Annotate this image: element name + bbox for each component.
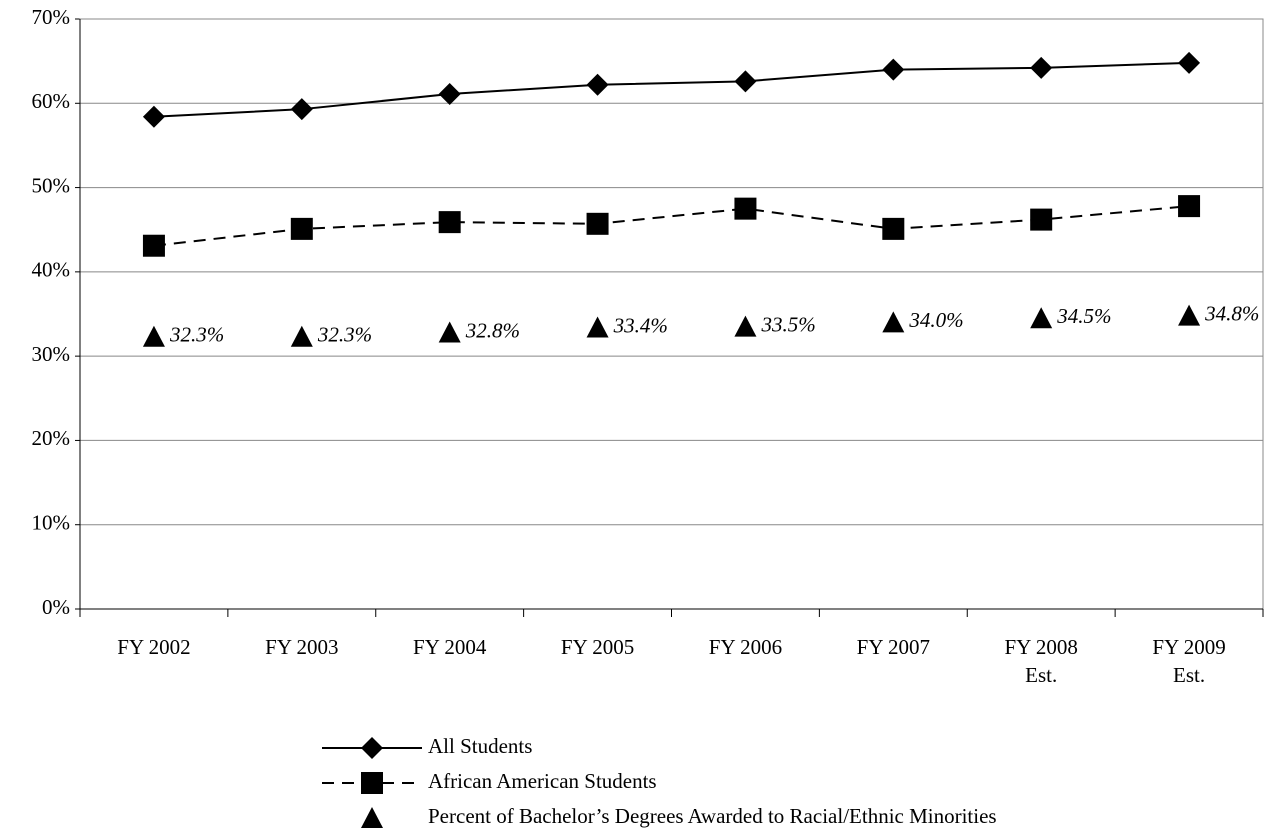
data-point bbox=[882, 58, 905, 81]
y-tick-label: 0% bbox=[42, 595, 70, 619]
data-point bbox=[882, 311, 905, 333]
data-point bbox=[438, 211, 461, 234]
legend-label: Percent of Bachelor’s Degrees Awarded to… bbox=[428, 804, 997, 828]
data-point bbox=[586, 316, 609, 338]
legend-marker bbox=[361, 807, 383, 828]
data-label: 32.3% bbox=[317, 323, 372, 347]
data-point bbox=[290, 217, 313, 240]
data-point bbox=[734, 70, 757, 93]
data-point bbox=[734, 197, 757, 220]
y-tick-label: 70% bbox=[32, 5, 71, 29]
x-tick-label: FY 2003 bbox=[265, 635, 339, 659]
series-line bbox=[153, 61, 1190, 118]
series-line bbox=[153, 205, 1190, 247]
data-point bbox=[1030, 307, 1053, 329]
legend-marker bbox=[361, 772, 383, 794]
x-tick-label: FY 2009 Est. bbox=[1152, 635, 1226, 687]
data-label: 33.4% bbox=[613, 313, 668, 337]
data-label: 34.5% bbox=[1056, 304, 1111, 328]
data-point bbox=[142, 234, 165, 257]
data-point bbox=[586, 73, 609, 96]
y-tick-label: 10% bbox=[32, 511, 71, 535]
y-tick-label: 30% bbox=[32, 342, 71, 366]
data-point bbox=[290, 325, 313, 347]
x-tick-label: FY 2007 bbox=[856, 635, 930, 659]
legend-marker bbox=[361, 737, 383, 759]
y-tick-label: 20% bbox=[32, 426, 71, 450]
y-tick-label: 50% bbox=[32, 173, 71, 197]
data-label: 34.8% bbox=[1204, 301, 1259, 325]
data-point bbox=[882, 217, 905, 240]
x-tick-label: FY 2004 bbox=[413, 635, 487, 659]
data-point bbox=[438, 321, 461, 343]
data-point bbox=[734, 315, 757, 337]
x-tick-label: FY 2008 Est. bbox=[1004, 635, 1078, 687]
x-tick-label: FY 2005 bbox=[560, 635, 635, 659]
data-point bbox=[438, 83, 461, 106]
x-tick-label: FY 2002 bbox=[117, 635, 191, 659]
data-label: 32.8% bbox=[465, 318, 520, 342]
data-point bbox=[1030, 208, 1053, 231]
legend-label: African American Students bbox=[428, 769, 657, 793]
data-point bbox=[1178, 304, 1201, 326]
y-tick-label: 40% bbox=[32, 258, 71, 282]
data-point bbox=[1030, 56, 1053, 79]
data-point bbox=[586, 212, 609, 235]
y-tick-label: 60% bbox=[32, 89, 71, 113]
data-point bbox=[1178, 51, 1201, 74]
legend-label: All Students bbox=[428, 734, 532, 758]
data-point bbox=[142, 105, 165, 128]
x-tick-label: FY 2006 bbox=[708, 635, 783, 659]
data-point bbox=[142, 325, 165, 347]
data-label: 33.5% bbox=[760, 312, 815, 336]
data-label: 32.3% bbox=[169, 323, 224, 347]
data-label: 34.0% bbox=[908, 308, 963, 332]
data-point bbox=[1178, 195, 1201, 218]
data-point bbox=[290, 98, 313, 121]
